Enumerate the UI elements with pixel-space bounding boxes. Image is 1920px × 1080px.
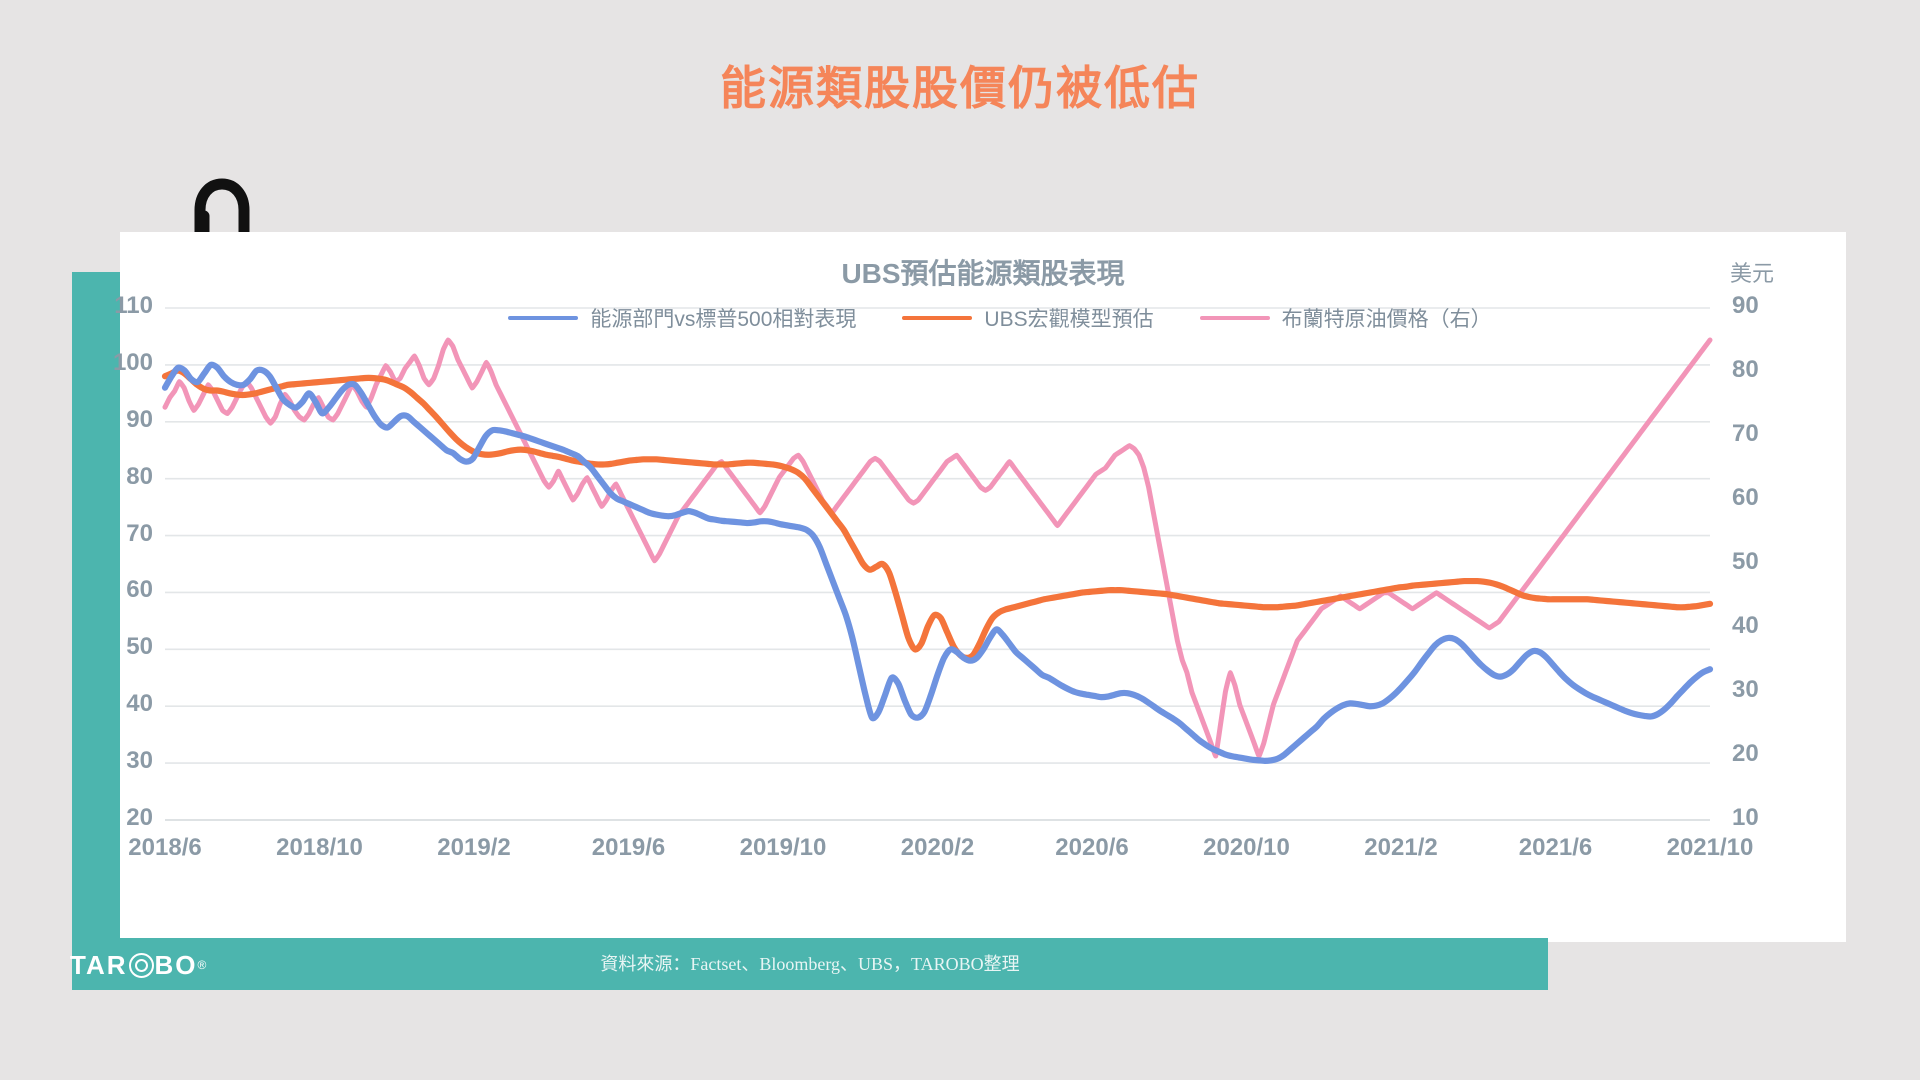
logo-text-left: TAR: [70, 949, 128, 980]
logo-text-right: BO: [154, 949, 198, 980]
legend-label-0: 能源部門vs標普500相對表現: [590, 308, 857, 331]
tarobo-logo: TAR BO ®: [70, 950, 206, 980]
y-axis-right-tick-30: 30: [1732, 676, 1759, 703]
x-axis-tick-7: 2020/10: [1203, 834, 1290, 861]
x-axis-tick-3: 2019/6: [591, 834, 666, 861]
decorative-teal-bar: [72, 272, 120, 972]
legend-item-1[interactable]: UBS宏觀模型預估: [902, 303, 1154, 333]
logo-trademark: ®: [197, 958, 207, 972]
x-axis-tick-2: 2019/2: [437, 834, 511, 861]
x-axis-tick-10: 2021/10: [1666, 834, 1754, 861]
y-axis-left-tick-60: 60: [126, 576, 153, 604]
y-axis-right-tick-70: 70: [1732, 420, 1759, 447]
y-axis-right-tick-10: 10: [1732, 804, 1759, 831]
y-axis-left-tick-30: 30: [126, 747, 153, 775]
y-axis-left-tick-90: 90: [126, 405, 153, 433]
right-axis-unit-label: 美元: [1730, 261, 1775, 286]
footer-strip: 資料來源：Factset、Bloomberg、UBS，TAROBO整理: [72, 938, 1548, 990]
y-axis-left-tick-70: 70: [126, 519, 153, 547]
y-axis-left-tick-20: 20: [126, 804, 153, 831]
x-axis-tick-0: 2018/6: [128, 834, 202, 861]
x-axis-tick-5: 2020/2: [900, 834, 975, 861]
y-axis-right-tick-90: 90: [1732, 292, 1759, 319]
y-axis-left-tick-50: 50: [126, 633, 153, 661]
x-axis-tick-1: 2018/10: [276, 834, 363, 861]
legend-swatch-2: [1199, 316, 1270, 320]
y-axis-left-tick-80: 80: [126, 462, 153, 490]
source-note: 資料來源：Factset、Bloomberg、UBS，TAROBO整理: [600, 954, 1020, 974]
chart-legend: 能源部門vs標普500相對表現 UBS宏觀模型預估 布蘭特原油價格（右）: [420, 298, 1580, 338]
y-axis-right-tick-20: 20: [1732, 740, 1759, 767]
y-axis-left-tick-40: 40: [126, 690, 153, 718]
legend-label-2: 布蘭特原油價格（右）: [1281, 308, 1492, 331]
legend-item-0[interactable]: 能源部門vs標普500相對表現: [508, 303, 856, 333]
y-axis-left-tick-110: 110: [114, 292, 153, 319]
legend-swatch-0: [508, 316, 579, 320]
legend-item-2[interactable]: 布蘭特原油價格（右）: [1199, 303, 1492, 333]
page-title: 能源類股股價仍被低估: [720, 62, 1200, 114]
chart-title: UBS預估能源類股表現: [841, 258, 1125, 289]
y-axis-right-tick-50: 50: [1732, 548, 1759, 575]
legend-label-1: UBS宏觀模型預估: [984, 308, 1154, 331]
chart-svg: [161, 307, 1714, 821]
chart-card: UBS預估能源類股表現 美元 能源部門vs標普500相對表現 UBS宏觀模型預估…: [113, 232, 1846, 942]
x-axis-tick-8: 2021/2: [1364, 834, 1438, 861]
y-axis-left-tick-100: 100: [112, 348, 153, 376]
y-axis-right-tick-60: 60: [1732, 484, 1759, 511]
plot-area: [120, 232, 1846, 942]
x-axis-tick-4: 2019/10: [739, 834, 827, 861]
legend-swatch-1: [902, 316, 973, 320]
fingerprint-icon: [128, 952, 154, 978]
x-axis-tick-6: 2020/6: [1055, 834, 1129, 861]
x-axis-tick-9: 2021/6: [1518, 834, 1593, 861]
y-axis-right-tick-80: 80: [1732, 356, 1759, 383]
y-axis-right-tick-40: 40: [1732, 612, 1759, 639]
